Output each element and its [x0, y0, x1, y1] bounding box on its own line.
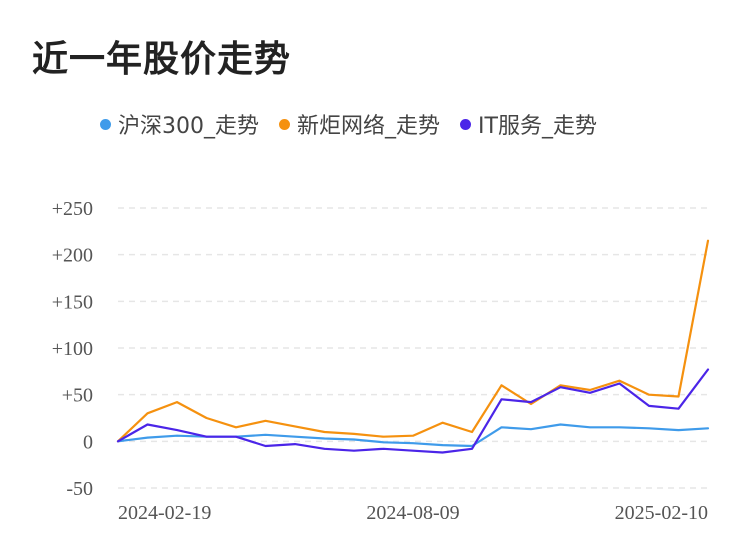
data-point — [146, 423, 149, 426]
chart-title: 近一年股价走势 — [32, 39, 292, 80]
data-point — [382, 441, 385, 444]
data-point — [589, 426, 591, 429]
y-tick-label: +150 — [52, 291, 93, 313]
data-point — [677, 429, 680, 431]
data-point — [353, 433, 355, 435]
chart-legend: 沪深300_走势 新炬网络_走势 IT服务_走势 — [100, 108, 617, 140]
data-point — [235, 426, 237, 429]
data-point — [441, 444, 444, 446]
data-point — [500, 384, 503, 387]
legend-dot-it — [460, 118, 472, 130]
data-point — [412, 442, 414, 445]
data-point — [677, 395, 680, 398]
data-point — [235, 435, 237, 438]
data-point — [677, 407, 680, 410]
gridlines — [118, 207, 708, 489]
data-point — [589, 389, 591, 391]
y-tick-label: 0 — [83, 431, 93, 453]
legend-label-hs300: 沪深300_走势 — [118, 114, 259, 139]
data-point — [559, 384, 562, 387]
x-tick-label: 2024-08-09 — [366, 502, 459, 524]
y-tick-label: +250 — [52, 198, 93, 220]
data-point — [146, 412, 149, 415]
data-point — [648, 427, 650, 430]
data-point — [530, 401, 532, 403]
legend-item-hs300[interactable]: 沪深300_走势 — [100, 108, 259, 140]
legend-item-it[interactable]: IT服务_走势 — [460, 108, 597, 140]
data-point — [323, 437, 326, 440]
data-point — [500, 398, 503, 401]
data-point — [353, 449, 355, 452]
data-point — [559, 423, 562, 426]
data-point — [117, 440, 119, 443]
series-lines — [116, 239, 710, 454]
y-tick-label: -50 — [66, 478, 93, 500]
data-point — [707, 239, 709, 242]
data-point — [500, 426, 503, 429]
data-point — [382, 448, 385, 450]
data-point — [618, 379, 621, 382]
y-axis: +250 +200 +150 +100 +50 0 -50 — [52, 198, 93, 500]
data-point — [205, 435, 208, 438]
data-point — [559, 386, 562, 389]
legend-label-xinju: 新炬网络_走势 — [297, 114, 441, 139]
data-point — [412, 449, 414, 452]
data-point — [176, 401, 178, 403]
data-point — [618, 426, 621, 429]
data-point — [323, 431, 326, 433]
data-point — [648, 393, 650, 396]
data-point — [264, 420, 267, 422]
data-point — [176, 434, 178, 437]
data-point — [146, 436, 149, 439]
data-point — [530, 428, 532, 431]
data-point — [707, 427, 709, 430]
y-tick-label: +100 — [52, 338, 93, 360]
data-point — [471, 448, 473, 450]
x-tick-label: 2024-02-19 — [118, 502, 211, 524]
legend-label-it: IT服务_走势 — [478, 114, 597, 139]
data-point — [294, 425, 296, 428]
y-tick-label: +200 — [52, 245, 93, 267]
data-point — [382, 435, 385, 438]
data-point — [589, 392, 591, 394]
data-point — [441, 421, 444, 424]
data-point — [618, 382, 621, 385]
data-point — [441, 451, 444, 454]
x-tick-label: 2025-02-10 — [615, 502, 708, 524]
series-line-1 — [116, 239, 710, 443]
data-point — [471, 431, 473, 433]
data-point — [294, 443, 296, 445]
data-point — [648, 405, 650, 407]
y-tick-label: +50 — [62, 385, 93, 407]
data-point — [205, 417, 208, 419]
legend-dot-xinju — [279, 118, 290, 130]
data-point — [176, 429, 178, 431]
data-point — [264, 445, 267, 447]
data-point — [412, 434, 414, 437]
data-point — [294, 435, 296, 438]
series-line-2 — [116, 368, 710, 454]
data-point — [707, 368, 709, 371]
data-point — [353, 438, 355, 441]
legend-item-xinju[interactable]: 新炬网络_走势 — [279, 108, 440, 140]
legend-dot-hs300 — [100, 118, 111, 130]
data-point — [323, 448, 326, 450]
data-point — [530, 403, 532, 405]
x-axis: 2024-02-19 2024-08-09 2025-02-10 — [118, 502, 708, 524]
data-point — [264, 434, 267, 436]
